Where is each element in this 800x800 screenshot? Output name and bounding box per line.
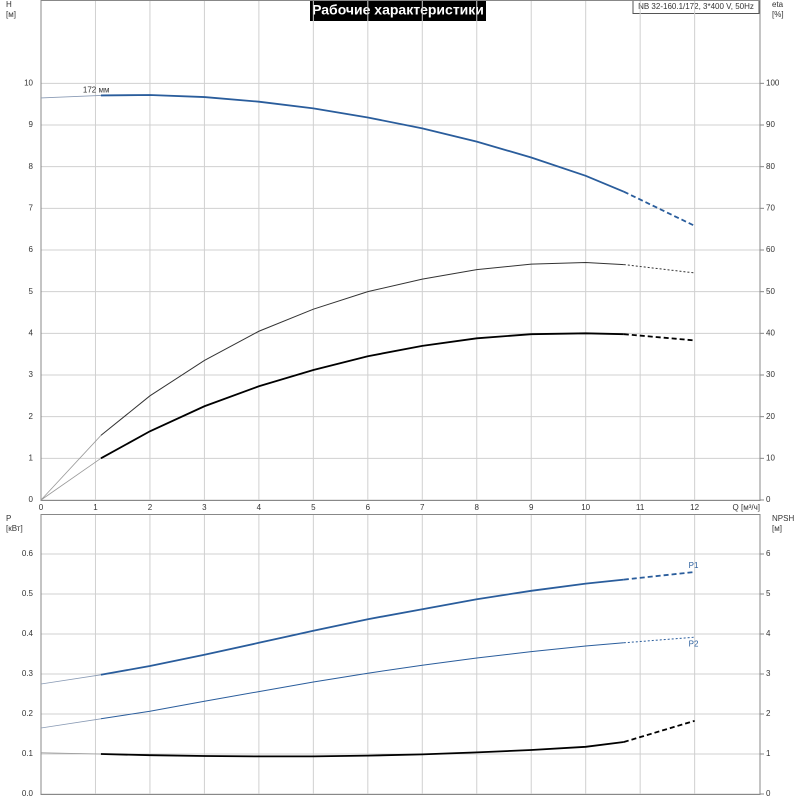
- chart-title: Рабочие характеристики: [312, 2, 484, 18]
- y-tick-label: 0.5: [22, 589, 34, 598]
- y-tick-label: 4: [29, 328, 34, 337]
- plot-frame: [40, 0, 761, 501]
- y-axis-unit: [кВт]: [6, 524, 23, 533]
- curve: [100, 578, 624, 676]
- x-tick-label: 10: [581, 503, 590, 512]
- curve: [100, 261, 624, 436]
- y2-tick-label: 80: [766, 162, 775, 171]
- y-tick-label: 10: [24, 78, 33, 87]
- curve: [623, 719, 695, 743]
- y2-axis-unit: [%]: [772, 10, 784, 19]
- y2-tick-label: 5: [766, 589, 771, 598]
- y-tick-label: 0.2: [22, 709, 34, 718]
- curve: [623, 571, 695, 581]
- y2-tick-label: 40: [766, 328, 775, 337]
- y2-tick-label: 60: [766, 245, 775, 254]
- x-tick-label: 5: [311, 503, 316, 512]
- y-tick-label: 0.0: [22, 789, 34, 798]
- y-tick-label: 2: [29, 412, 34, 421]
- y-tick-label: 6: [29, 245, 34, 254]
- model-label: NB 32-160.1/172, 3*400 V, 50Hz: [638, 2, 754, 11]
- y2-tick-label: 100: [766, 78, 780, 87]
- y-axis-unit: [м]: [6, 10, 16, 19]
- curve: [40, 718, 101, 729]
- curve: [40, 435, 102, 501]
- y2-tick-label: 20: [766, 412, 775, 421]
- y-tick-label: 0.3: [22, 669, 34, 678]
- x-tick-label: 2: [148, 503, 153, 512]
- y-axis-label: P: [6, 514, 11, 523]
- y-tick-label: 0: [29, 495, 34, 504]
- curve: [623, 333, 695, 342]
- x-tick-label: 12: [690, 503, 699, 512]
- y2-tick-label: 70: [766, 203, 775, 212]
- x-axis-label: Q [м³/ч]: [733, 503, 760, 512]
- x-tick-label: 0: [39, 503, 44, 512]
- curve: [100, 332, 624, 460]
- curve: [40, 458, 102, 501]
- plot-frame: [40, 514, 761, 795]
- x-tick-label: 3: [202, 503, 207, 512]
- y-tick-label: 0.1: [22, 749, 34, 758]
- curve: [40, 752, 101, 755]
- y2-tick-label: 0: [766, 495, 771, 504]
- y2-tick-label: 2: [766, 709, 771, 718]
- y2-axis-unit: [м]: [772, 524, 782, 533]
- x-tick-label: 6: [366, 503, 371, 512]
- y2-tick-label: 6: [766, 549, 771, 558]
- y-tick-label: 0.4: [22, 629, 34, 638]
- y2-tick-label: 0: [766, 789, 771, 798]
- y-tick-label: 0.6: [22, 549, 34, 558]
- x-tick-label: 1: [93, 503, 98, 512]
- y-tick-label: 7: [29, 203, 34, 212]
- y2-tick-label: 90: [766, 120, 775, 129]
- curve: [100, 642, 624, 720]
- y2-axis-label: NPSH: [772, 514, 794, 523]
- series-label: 172 мм: [83, 86, 110, 95]
- series-label: P2: [689, 639, 699, 648]
- y-axis-label: H: [6, 0, 12, 9]
- y-tick-label: 8: [29, 162, 34, 171]
- y2-tick-label: 50: [766, 287, 775, 296]
- y2-tick-label: 10: [766, 453, 775, 462]
- curve: [40, 674, 101, 685]
- y-tick-label: 5: [29, 287, 34, 296]
- y-tick-label: 9: [29, 120, 34, 129]
- y2-tick-label: 4: [766, 629, 771, 638]
- title-box: [310, 0, 486, 21]
- y2-tick-label: 1: [766, 749, 771, 758]
- x-tick-label: 11: [636, 503, 645, 512]
- y-tick-label: 3: [29, 370, 34, 379]
- y2-tick-label: 3: [766, 669, 771, 678]
- curve: [100, 94, 625, 193]
- x-tick-label: 4: [257, 503, 262, 512]
- curve: [623, 190, 696, 227]
- y2-tick-label: 30: [766, 370, 775, 379]
- series-label: P1: [689, 561, 699, 570]
- x-tick-label: 7: [420, 503, 425, 512]
- y-tick-label: 1: [29, 453, 34, 462]
- y2-axis-label: eta: [772, 0, 784, 9]
- curve: [40, 95, 101, 99]
- curve: [100, 741, 624, 758]
- x-tick-label: 8: [475, 503, 480, 512]
- x-tick-label: 9: [529, 503, 534, 512]
